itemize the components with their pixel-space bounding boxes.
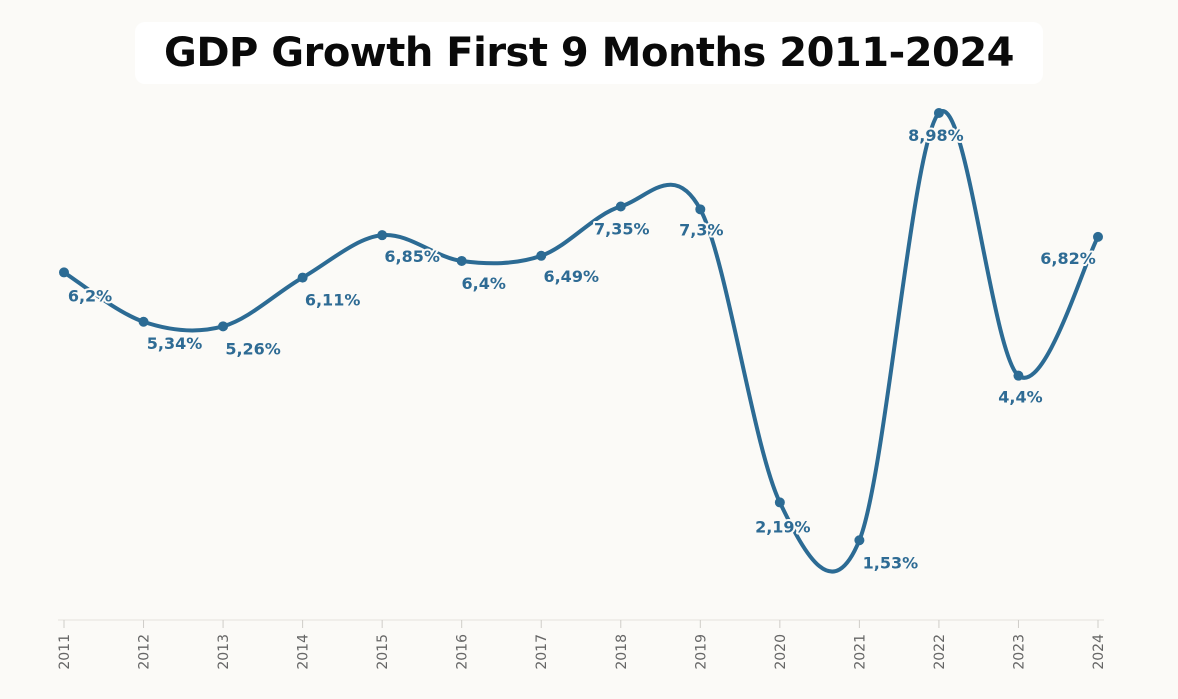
x-tick-label: 2014: [296, 634, 312, 670]
data-label-2013: 5,26%: [225, 339, 281, 358]
data-label-2023: 4,4%: [998, 388, 1042, 407]
x-tick-label: 2022: [932, 634, 948, 670]
data-point-2015: [377, 230, 388, 241]
x-tick-label: 2024: [1091, 634, 1107, 670]
data-point-2014: [297, 272, 308, 283]
x-tick-label: 2013: [216, 634, 232, 670]
data-point-2019: [695, 204, 706, 215]
data-point-2016: [456, 255, 467, 266]
data-point-2011: [59, 267, 69, 278]
series-line: [62, 109, 1100, 574]
data-label-2024: 6,82%: [1040, 249, 1096, 268]
data-point-2013: [218, 321, 229, 332]
data-label-2012: 5,34%: [147, 334, 203, 353]
data-label-2019: 7,3%: [679, 220, 723, 239]
data-label-2021: 1,53%: [863, 553, 919, 572]
data-point-2024: [1093, 231, 1103, 242]
x-tick-label: 2015: [375, 634, 391, 670]
data-point-2018: [615, 201, 626, 212]
data-label-2022: 8,98%: [908, 126, 964, 145]
data-point-2021: [854, 535, 865, 546]
x-axis: 2011 2012 2013 2014 2015 2016 2017 2018 2019 2020…: [57, 619, 1107, 670]
x-tick-label: 2023: [1011, 634, 1027, 670]
title-box: GDP Growth First 9 Months 2011-2024: [135, 22, 1043, 84]
chart-title: GDP Growth First 9 Months 2011-2024: [163, 30, 1015, 76]
data-points: [59, 108, 1103, 546]
series-line-layer: [62, 109, 1100, 574]
data-label-2018: 7,35%: [594, 219, 650, 238]
x-tick-label: 2018: [614, 634, 630, 670]
x-tick-label: 2011: [57, 634, 73, 670]
x-tick-label: 2012: [137, 634, 153, 670]
data-label-2016: 6,4%: [462, 274, 506, 293]
x-tick-label: 2020: [773, 634, 789, 670]
data-labels: 6,2% 5,34% 5,26% 6,11% 6,85% 6,4% 6,49% 7,35% 7,…: [66, 124, 1098, 574]
data-point-2017: [536, 250, 547, 261]
x-tick-label: 2017: [534, 634, 550, 670]
x-tick-label: 2021: [852, 634, 868, 670]
x-tick-label: 2016: [455, 634, 471, 670]
data-point-2022: [933, 108, 944, 118]
data-label-2017: 6,49%: [543, 267, 599, 286]
data-point-2023: [1013, 370, 1024, 381]
data-point-2020: [774, 497, 785, 508]
data-label-2015: 6,85%: [384, 247, 440, 266]
x-tick-label: 2019: [693, 634, 709, 670]
data-label-2020: 2,19%: [755, 517, 811, 536]
data-label-2014: 6,11%: [305, 291, 361, 310]
data-point-2012: [138, 316, 149, 327]
data-label-2011: 6,2%: [68, 286, 112, 305]
